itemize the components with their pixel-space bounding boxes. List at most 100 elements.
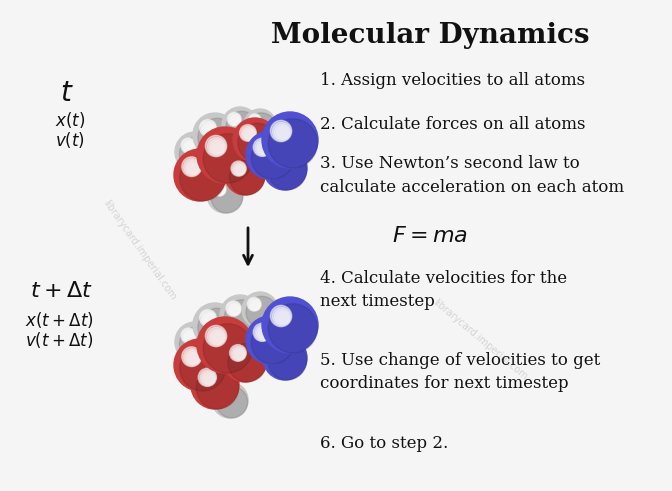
Circle shape bbox=[255, 325, 271, 341]
Circle shape bbox=[204, 124, 214, 134]
Circle shape bbox=[262, 297, 318, 353]
Circle shape bbox=[212, 182, 226, 196]
Circle shape bbox=[185, 161, 200, 175]
Circle shape bbox=[182, 347, 202, 367]
Circle shape bbox=[196, 367, 239, 409]
Circle shape bbox=[201, 311, 216, 326]
Circle shape bbox=[233, 118, 277, 162]
Text: $x(t + \Delta t)$: $x(t + \Delta t)$ bbox=[25, 310, 93, 330]
Circle shape bbox=[187, 143, 194, 150]
Circle shape bbox=[258, 328, 269, 339]
Circle shape bbox=[231, 161, 246, 176]
Circle shape bbox=[212, 382, 248, 418]
Circle shape bbox=[243, 128, 255, 139]
Circle shape bbox=[200, 120, 216, 136]
Circle shape bbox=[175, 322, 215, 362]
Circle shape bbox=[273, 346, 285, 357]
Circle shape bbox=[246, 316, 294, 364]
Text: $t$: $t$ bbox=[60, 80, 74, 107]
Circle shape bbox=[185, 142, 194, 151]
Circle shape bbox=[226, 111, 257, 143]
Circle shape bbox=[198, 118, 237, 157]
Circle shape bbox=[174, 149, 226, 201]
Circle shape bbox=[273, 156, 285, 168]
Circle shape bbox=[193, 113, 237, 157]
Circle shape bbox=[249, 299, 261, 310]
Circle shape bbox=[231, 346, 245, 360]
Circle shape bbox=[247, 298, 261, 311]
Circle shape bbox=[182, 329, 196, 342]
Circle shape bbox=[270, 305, 292, 327]
Circle shape bbox=[198, 308, 237, 347]
Circle shape bbox=[220, 295, 260, 335]
Circle shape bbox=[200, 370, 216, 385]
Circle shape bbox=[185, 332, 194, 341]
Circle shape bbox=[253, 302, 259, 308]
Circle shape bbox=[197, 127, 253, 183]
Circle shape bbox=[209, 139, 224, 155]
Circle shape bbox=[230, 305, 239, 314]
Circle shape bbox=[272, 122, 290, 140]
Circle shape bbox=[182, 157, 202, 177]
Circle shape bbox=[253, 118, 259, 124]
Circle shape bbox=[225, 155, 265, 195]
Circle shape bbox=[208, 327, 226, 346]
Circle shape bbox=[213, 143, 222, 153]
Circle shape bbox=[207, 177, 243, 213]
Circle shape bbox=[253, 323, 271, 341]
Circle shape bbox=[203, 373, 214, 384]
Circle shape bbox=[218, 389, 230, 400]
Circle shape bbox=[263, 146, 307, 190]
Circle shape bbox=[197, 317, 253, 373]
Circle shape bbox=[276, 311, 288, 324]
Circle shape bbox=[276, 126, 288, 138]
Circle shape bbox=[224, 300, 259, 335]
Circle shape bbox=[233, 348, 245, 360]
Circle shape bbox=[205, 375, 213, 383]
Circle shape bbox=[230, 115, 240, 125]
Circle shape bbox=[250, 115, 260, 125]
Circle shape bbox=[244, 109, 276, 141]
Text: 3. Use Newton’s second law to
calculate acceleration on each atom: 3. Use Newton’s second law to calculate … bbox=[320, 155, 624, 195]
Circle shape bbox=[202, 372, 214, 384]
Circle shape bbox=[268, 151, 306, 190]
Circle shape bbox=[269, 343, 286, 359]
Circle shape bbox=[182, 139, 196, 153]
Circle shape bbox=[251, 322, 294, 364]
Circle shape bbox=[251, 301, 259, 309]
Circle shape bbox=[223, 338, 267, 382]
Text: $x(t)$: $x(t)$ bbox=[55, 110, 85, 130]
Circle shape bbox=[216, 386, 248, 418]
Circle shape bbox=[233, 163, 245, 175]
Circle shape bbox=[246, 297, 278, 328]
Circle shape bbox=[204, 314, 214, 324]
Circle shape bbox=[268, 119, 317, 168]
Circle shape bbox=[189, 164, 198, 173]
Circle shape bbox=[246, 131, 253, 138]
Circle shape bbox=[236, 351, 243, 358]
Text: librarycard.imperial.com: librarycard.imperial.com bbox=[431, 298, 529, 382]
Circle shape bbox=[187, 333, 194, 340]
Circle shape bbox=[211, 141, 224, 154]
Circle shape bbox=[208, 137, 226, 156]
Circle shape bbox=[215, 185, 224, 195]
Circle shape bbox=[226, 301, 241, 316]
Circle shape bbox=[174, 339, 226, 391]
Circle shape bbox=[222, 392, 228, 398]
Circle shape bbox=[211, 331, 224, 344]
Circle shape bbox=[179, 345, 226, 391]
Circle shape bbox=[240, 125, 256, 141]
Circle shape bbox=[203, 324, 253, 373]
Circle shape bbox=[217, 188, 223, 193]
Circle shape bbox=[233, 117, 239, 123]
Circle shape bbox=[193, 303, 237, 347]
Circle shape bbox=[183, 141, 195, 152]
Text: 2. Calculate forces on all atoms: 2. Calculate forces on all atoms bbox=[320, 116, 585, 133]
Circle shape bbox=[268, 341, 306, 380]
Circle shape bbox=[278, 313, 288, 323]
Circle shape bbox=[268, 304, 317, 353]
Circle shape bbox=[179, 137, 214, 172]
Text: $F = ma$: $F = ma$ bbox=[392, 225, 468, 247]
Circle shape bbox=[227, 112, 241, 126]
Circle shape bbox=[244, 129, 254, 139]
